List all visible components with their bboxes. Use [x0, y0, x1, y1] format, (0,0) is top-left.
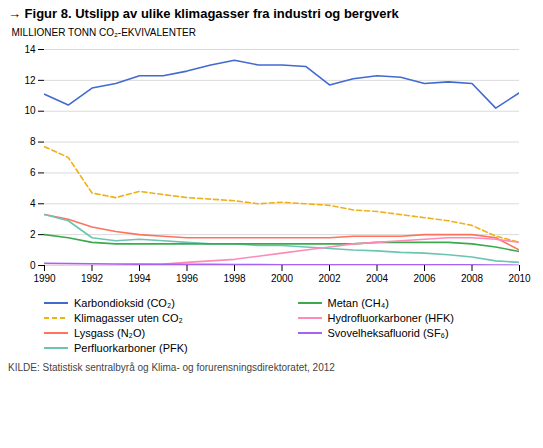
html-text:→ Figur 8. Utslipp av ulike kl: → Figur 8. Utslipp av ulike klimagasser … [8, 6, 399, 21]
svg-text:1996: 1996 [176, 273, 199, 284]
svg-text:MILLIONER TONN CO₂-EKVIVALENTE: MILLIONER TONN CO₂-EKVIVALENTER [12, 27, 196, 38]
html-text:Klimagasser uten CO₂: Klimagasser uten CO₂ [74, 312, 183, 324]
svg-text:6: 6 [30, 167, 36, 178]
svg-text:1998: 1998 [223, 273, 246, 284]
svg-text:2002: 2002 [318, 273, 341, 284]
svg-text:2010: 2010 [508, 273, 531, 284]
html-text:Metan (CH₄): Metan (CH₄) [327, 297, 389, 309]
svg-text:1992: 1992 [81, 273, 104, 284]
svg-text:0: 0 [30, 260, 36, 271]
svg-text:1994: 1994 [128, 273, 151, 284]
svg-text:2004: 2004 [366, 273, 389, 284]
svg-text:4: 4 [30, 198, 36, 209]
svg-text:2006: 2006 [413, 273, 436, 284]
svg-text:8: 8 [30, 136, 36, 147]
html-text:Perfluorkarboner (PFK): Perfluorkarboner (PFK) [74, 342, 188, 354]
html-text:Karbondioksid (CO₂): Karbondioksid (CO₂) [74, 297, 175, 309]
html-text:Hydrofluorkarboner (HFK): Hydrofluorkarboner (HFK) [327, 312, 454, 324]
html-text:KILDE: Statistisk sentralbyrå: KILDE: Statistisk sentralbyrå og Klima- … [8, 362, 335, 373]
svg-text:2000: 2000 [271, 273, 294, 284]
html-text:Svovelheksafluorid (SF₆): Svovelheksafluorid (SF₆) [327, 327, 449, 339]
html-text:Lysgass (N₂O): Lysgass (N₂O) [74, 327, 146, 339]
svg-text:10: 10 [24, 105, 36, 116]
svg-text:2: 2 [30, 229, 36, 240]
svg-text:14: 14 [24, 44, 36, 55]
svg-text:2008: 2008 [461, 273, 484, 284]
svg-text:12: 12 [24, 75, 36, 86]
svg-text:1990: 1990 [33, 273, 56, 284]
